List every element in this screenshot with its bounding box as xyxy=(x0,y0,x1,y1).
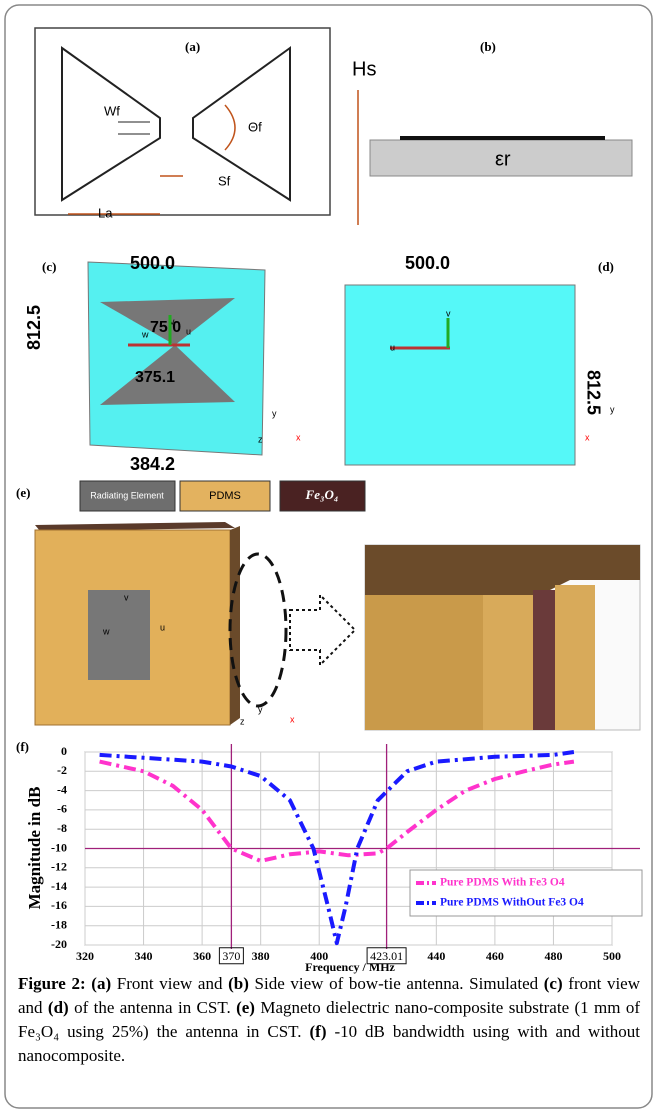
dim-label: 812.5 xyxy=(583,370,603,415)
x-tick-label: 500 xyxy=(603,949,621,963)
zoom-pdms xyxy=(555,585,595,730)
y-tick-label: -16 xyxy=(51,898,67,912)
dim-label: Θf xyxy=(248,119,262,134)
axis-letter: u xyxy=(186,326,191,336)
axis-letter: y xyxy=(258,704,263,714)
caption-text: Front view and xyxy=(111,974,228,993)
panel-label: (a) xyxy=(185,39,200,54)
caption-text: (b) xyxy=(228,974,249,993)
y-tick-label: -6 xyxy=(57,802,67,816)
caption-text: (a) xyxy=(86,974,111,993)
dim-label: 384.2 xyxy=(130,454,175,474)
dim-label: εr xyxy=(495,148,511,170)
caption-text: Side view of bow-tie antenna. Simulated xyxy=(249,974,544,993)
x-tick-label: 480 xyxy=(544,949,562,963)
marker-label: 423.01 xyxy=(370,949,403,963)
axis-letter: v xyxy=(124,592,129,602)
conductor xyxy=(400,136,605,140)
x-tick-label: 440 xyxy=(427,949,445,963)
caption-text: (e) xyxy=(236,998,255,1017)
dim-label: 812.5 xyxy=(24,305,44,350)
y-tick-label: -14 xyxy=(51,879,67,893)
x-tick-label: 400 xyxy=(310,949,328,963)
page: (a) Wf Θf Sf La (b) Hs εr (c) 500.0 812.… xyxy=(0,0,658,1113)
caption: Figure 2: (a) Front view and (b) Side vi… xyxy=(18,972,640,1068)
panel-label: (f) xyxy=(16,739,29,754)
axis-letter: w xyxy=(102,626,110,636)
marker-label: 370 xyxy=(222,949,240,963)
bowtie-left xyxy=(62,48,160,200)
axis-letter: w xyxy=(141,329,149,339)
dim-label: La xyxy=(98,205,113,220)
caption-text: of the antenna in CST. xyxy=(69,998,236,1017)
x-tick-label: 320 xyxy=(76,949,94,963)
panel-label: (e) xyxy=(16,485,30,500)
caption-text: (f) xyxy=(310,1022,327,1041)
dim-label: 75.0 xyxy=(150,319,181,336)
bowtie-right xyxy=(193,48,290,200)
x-tick-label: 380 xyxy=(252,949,270,963)
legend-label: Pure PDMS WithOut Fe3 O4 xyxy=(440,897,584,909)
axis-letter: x xyxy=(585,432,590,442)
dim-label: Hs xyxy=(352,58,376,80)
panel-label: (c) xyxy=(42,259,56,274)
axis-letter: x xyxy=(290,714,295,724)
panel-label: (b) xyxy=(480,39,496,54)
panel-a-box xyxy=(35,28,330,215)
axis-letter: z xyxy=(240,716,245,726)
y-tick-label: -4 xyxy=(57,782,67,796)
y-tick-label: -8 xyxy=(57,821,67,835)
panel-label: (d) xyxy=(598,259,614,274)
radiating-element xyxy=(88,590,150,680)
zoom-arrow xyxy=(290,595,355,665)
dim-label: Wf xyxy=(104,103,120,118)
y-tick-label: -12 xyxy=(51,860,67,874)
caption-text: (d) xyxy=(48,998,69,1017)
axis-letter: u xyxy=(160,622,165,632)
zoom-fe3o4 xyxy=(533,590,555,730)
legend-label: Radiating Element xyxy=(90,490,164,500)
axis-letter: z xyxy=(258,434,263,444)
theta-arc xyxy=(225,105,235,150)
legend-label: Fe₃O₄ xyxy=(305,487,339,502)
y-tick-label: -2 xyxy=(57,763,67,777)
axis-letter: y xyxy=(272,408,277,418)
zoom-face xyxy=(365,595,483,730)
dim-label: 375.1 xyxy=(135,369,175,386)
zoom-pdms xyxy=(483,595,533,730)
x-tick-label: 340 xyxy=(135,949,153,963)
y-tick-label: -20 xyxy=(51,937,67,951)
axis-letter: y xyxy=(610,404,615,414)
x-tick-label: 360 xyxy=(193,949,211,963)
dim-label: Sf xyxy=(218,173,231,188)
axis-letter: x xyxy=(296,432,301,442)
x-tick-label: 460 xyxy=(486,949,504,963)
y-axis-label: Magnitude in dB xyxy=(25,787,44,910)
figure: (a) Wf Θf Sf La (b) Hs εr (c) 500.0 812.… xyxy=(0,0,658,1113)
substrate xyxy=(345,285,575,465)
dim-label: 500.0 xyxy=(405,253,450,273)
y-tick-label: -10 xyxy=(51,840,67,854)
caption-text: (c) xyxy=(544,974,563,993)
axis-letter: v xyxy=(446,308,451,318)
y-tick-label: 0 xyxy=(61,744,67,758)
legend-label: Pure PDMS With Fe3 O4 xyxy=(440,877,565,889)
y-tick-label: -18 xyxy=(51,917,67,931)
legend-label: PDMS xyxy=(209,490,241,502)
axis-letter: u xyxy=(390,342,395,352)
caption-text: Figure 2: xyxy=(18,974,86,993)
dim-label: 500.0 xyxy=(130,253,175,273)
